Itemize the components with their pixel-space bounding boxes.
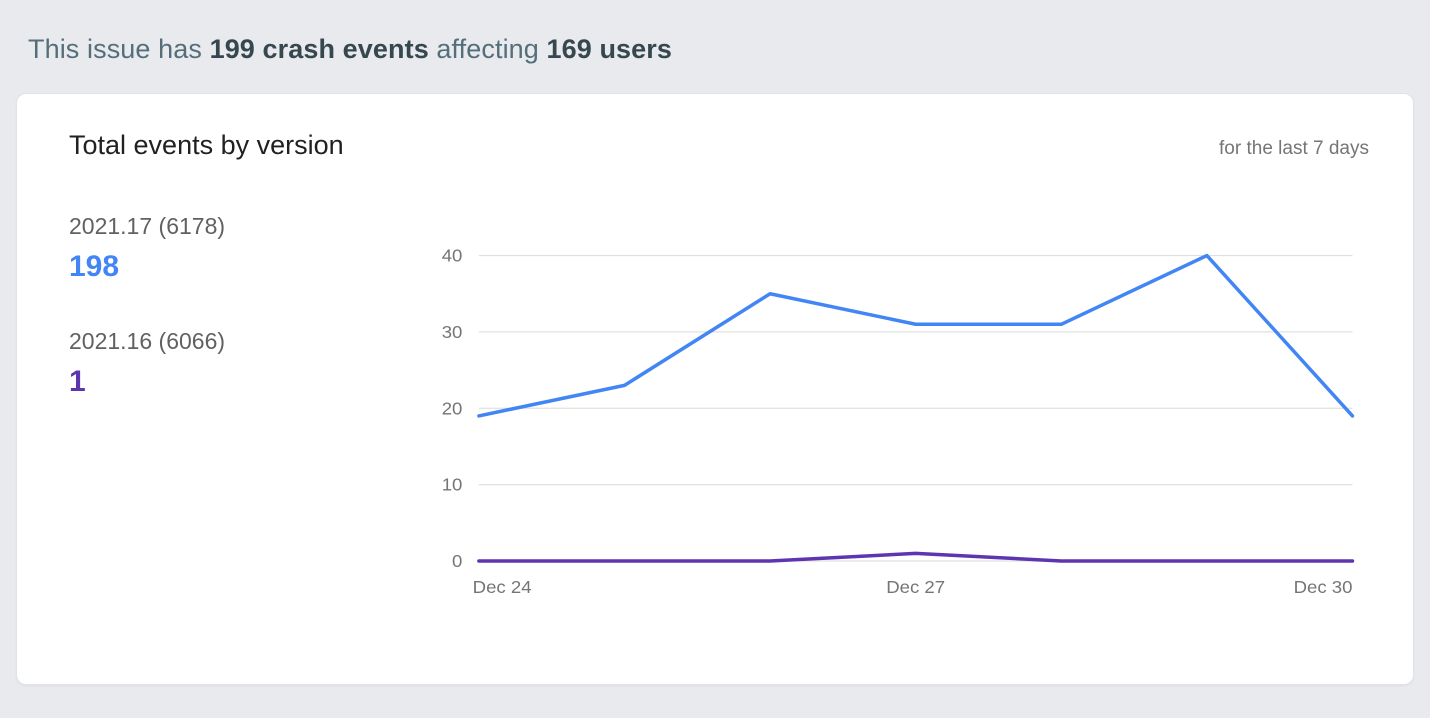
period-label: for the last 7 days [1219, 138, 1369, 159]
svg-text:Dec 24: Dec 24 [473, 576, 532, 597]
version-event-count: 198 [69, 250, 120, 283]
svg-text:Dec 30: Dec 30 [1294, 576, 1353, 597]
issue-summary-prefix: This issue has [28, 34, 210, 64]
affected-users-count: 169 users [546, 34, 673, 64]
card-body: 2021.17 (6178) 198 2021.16 (6066) 1 0 10 2… [69, 207, 1369, 607]
issue-summary-middle: affecting [428, 34, 547, 64]
svg-text:20: 20 [442, 398, 463, 419]
svg-text:10: 10 [442, 474, 463, 495]
events-by-version-card: Total events by version for the last 7 d… [16, 93, 1414, 685]
version-label: 2021.17 (6178) [69, 213, 226, 239]
legend-item-version-1: 2021.17 (6178) 198 [69, 213, 419, 284]
crash-events-count: 199 crash events [209, 34, 429, 64]
events-line-chart: 0 10 20 30 40 Dec 24 Dec 27 Dec 30 [419, 207, 1369, 607]
line-chart-svg: 0 10 20 30 40 Dec 24 Dec 27 Dec 30 [442, 245, 1369, 597]
version-label: 2021.16 (6066) [69, 328, 226, 354]
svg-text:40: 40 [442, 245, 463, 266]
version-legend: 2021.17 (6178) 198 2021.16 (6066) 1 [69, 207, 419, 607]
issue-summary: This issue has 199 crash events affectin… [16, 0, 1414, 93]
card-header: Total events by version for the last 7 d… [69, 130, 1369, 161]
version-event-count: 1 [69, 365, 86, 398]
svg-text:0: 0 [452, 550, 462, 571]
card-title: Total events by version [69, 130, 344, 160]
legend-item-version-2: 2021.16 (6066) 1 [69, 328, 419, 399]
svg-text:Dec 27: Dec 27 [886, 576, 945, 597]
svg-text:30: 30 [442, 321, 463, 342]
